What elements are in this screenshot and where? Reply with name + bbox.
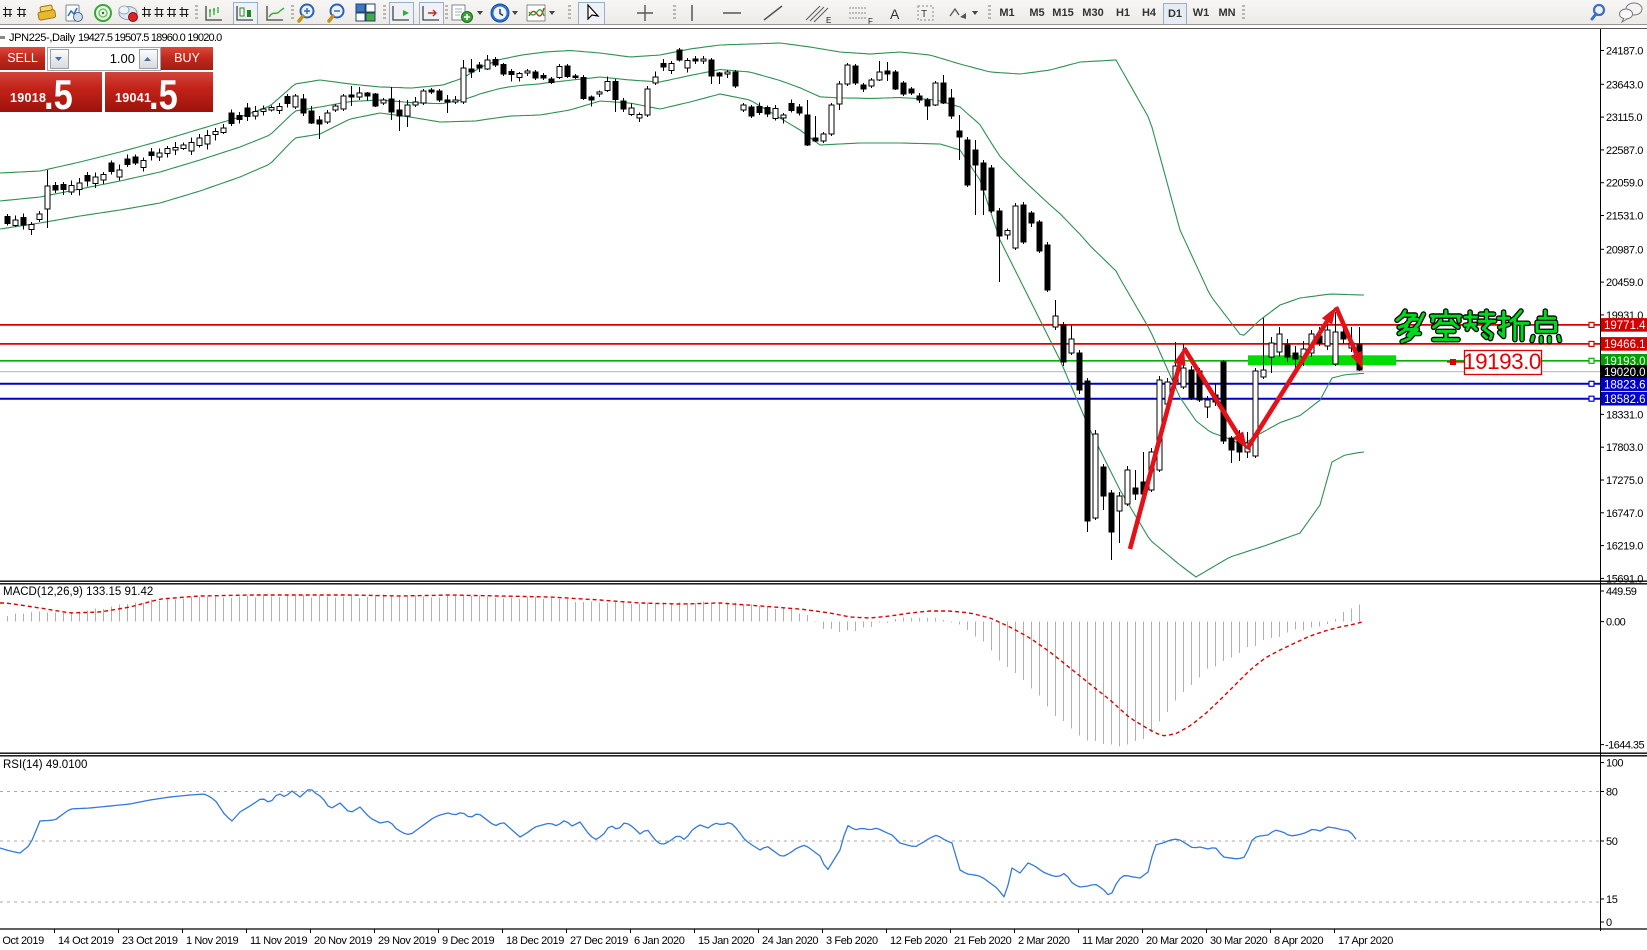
- svg-text:21 Feb 2020: 21 Feb 2020: [954, 935, 1012, 947]
- svg-text:E: E: [826, 16, 831, 25]
- svg-text:19193.0: 19193.0: [1604, 356, 1646, 368]
- svg-text:12 Feb 2020: 12 Feb 2020: [890, 935, 948, 947]
- svg-text:19427.5 19507.5 18960.0 19020.: 19427.5 19507.5 18960.0 19020.0: [78, 32, 222, 44]
- svg-text:19020.0: 19020.0: [1604, 367, 1646, 379]
- svg-text:MACD(12,26,9) 133.15 91.42: MACD(12,26,9) 133.15 91.42: [3, 586, 153, 598]
- svg-text:22059.0: 22059.0: [1606, 178, 1643, 190]
- svg-text:27 Dec 2019: 27 Dec 2019: [570, 935, 628, 947]
- svg-text:18331.0: 18331.0: [1606, 409, 1643, 421]
- svg-text:18582.6: 18582.6: [1604, 394, 1646, 406]
- svg-text:0: 0: [1606, 917, 1612, 929]
- svg-text:8 Apr 2020: 8 Apr 2020: [1274, 935, 1323, 947]
- svg-text:24 Jan 2020: 24 Jan 2020: [762, 935, 818, 947]
- svg-text:17 Apr 2020: 17 Apr 2020: [1338, 935, 1393, 947]
- svg-text:16219.0: 16219.0: [1606, 541, 1643, 553]
- svg-text:50: 50: [1606, 836, 1618, 848]
- svg-text:100: 100: [1606, 758, 1623, 770]
- svg-text:29 Nov 2019: 29 Nov 2019: [378, 935, 436, 947]
- svg-text:A: A: [890, 6, 900, 22]
- svg-text:15 Jan 2020: 15 Jan 2020: [698, 935, 754, 947]
- svg-text:18 Dec 2019: 18 Dec 2019: [506, 935, 564, 947]
- svg-text:6 Jan 2020: 6 Jan 2020: [634, 935, 685, 947]
- svg-text:16747.0: 16747.0: [1606, 508, 1643, 520]
- svg-text:20 Nov 2019: 20 Nov 2019: [314, 935, 372, 947]
- svg-text:11 Nov 2019: 11 Nov 2019: [250, 935, 307, 947]
- svg-text:20459.0: 20459.0: [1606, 277, 1643, 289]
- svg-text:449.59: 449.59: [1606, 586, 1637, 598]
- svg-text:11 Mar 2020: 11 Mar 2020: [1082, 935, 1139, 947]
- svg-text:30 Mar 2020: 30 Mar 2020: [1210, 935, 1268, 947]
- svg-text:21531.0: 21531.0: [1606, 211, 1643, 223]
- svg-text:23115.0: 23115.0: [1606, 112, 1642, 124]
- svg-text:3 Oct 2019: 3 Oct 2019: [0, 935, 44, 947]
- svg-text:23643.0: 23643.0: [1606, 79, 1643, 91]
- svg-text:JPN225-,Daily: JPN225-,Daily: [9, 32, 76, 44]
- svg-text:20987.0: 20987.0: [1606, 244, 1643, 256]
- svg-text:15691.0: 15691.0: [1606, 573, 1643, 585]
- svg-text:3 Feb 2020: 3 Feb 2020: [826, 935, 878, 947]
- svg-text:RSI(14) 49.0100: RSI(14) 49.0100: [3, 759, 87, 771]
- svg-text:2 Mar 2020: 2 Mar 2020: [1018, 935, 1070, 947]
- svg-text:15: 15: [1606, 894, 1618, 906]
- svg-text:F: F: [868, 17, 873, 26]
- svg-text:1 Nov 2019: 1 Nov 2019: [186, 935, 239, 947]
- svg-text:18823.6: 18823.6: [1604, 380, 1646, 392]
- svg-text:14 Oct 2019: 14 Oct 2019: [58, 935, 114, 947]
- svg-text:19466.1: 19466.1: [1604, 339, 1646, 351]
- svg-text:22587.0: 22587.0: [1606, 145, 1643, 157]
- svg-text:-1644.35: -1644.35: [1605, 740, 1644, 752]
- svg-text:0.00: 0.00: [1606, 617, 1626, 629]
- svg-text:17275.0: 17275.0: [1606, 475, 1643, 487]
- svg-text:24187.0: 24187.0: [1606, 46, 1643, 58]
- svg-text:9 Dec 2019: 9 Dec 2019: [442, 935, 495, 947]
- svg-text:T: T: [921, 9, 927, 20]
- svg-text:20 Mar 2020: 20 Mar 2020: [1146, 935, 1204, 947]
- svg-text:17803.0: 17803.0: [1606, 442, 1643, 454]
- svg-text:80: 80: [1606, 787, 1618, 799]
- svg-text:23 Oct 2019: 23 Oct 2019: [122, 935, 178, 947]
- svg-text:19771.4: 19771.4: [1604, 320, 1646, 332]
- svg-text:19193.0: 19193.0: [1463, 349, 1541, 374]
